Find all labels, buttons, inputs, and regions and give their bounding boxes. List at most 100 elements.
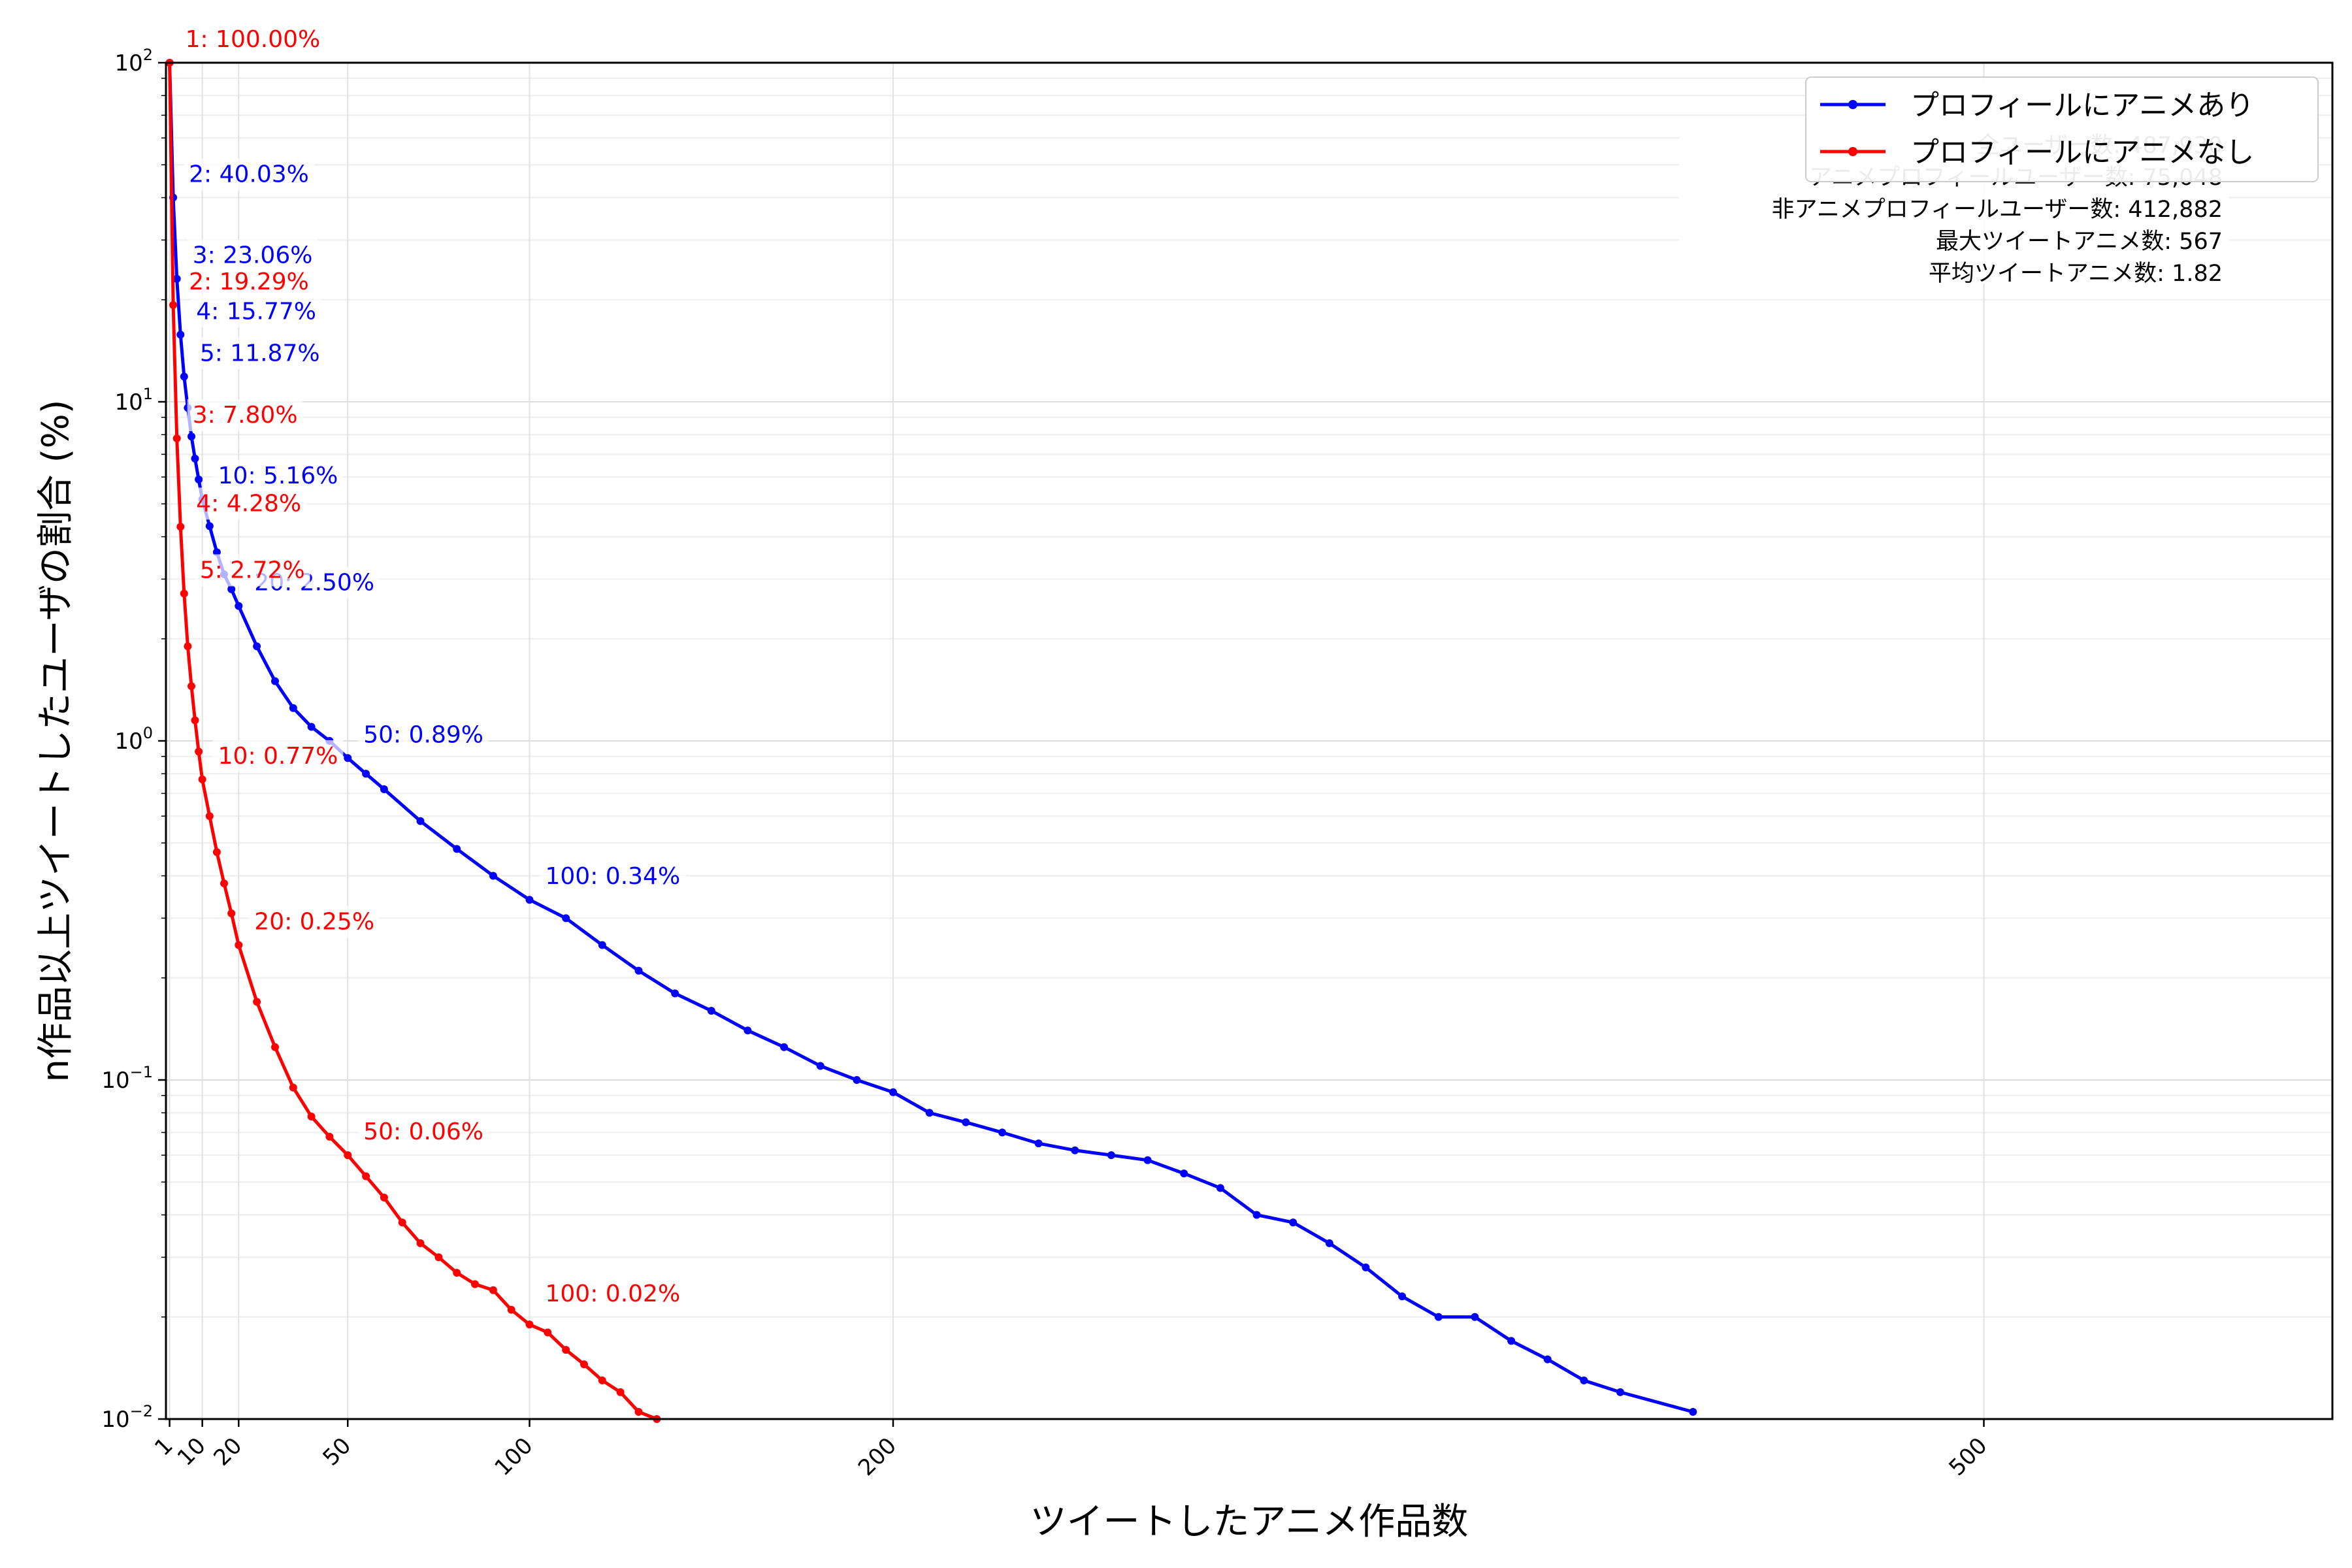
- data-point: [416, 1239, 425, 1247]
- data-point: [453, 845, 461, 853]
- data-point: [271, 677, 279, 685]
- data-point: [1034, 1139, 1043, 1148]
- data-point: [191, 716, 199, 725]
- annotation: 100: 0.02%: [540, 1277, 686, 1310]
- data-point: [289, 704, 297, 712]
- data-point: [253, 998, 261, 1006]
- annotation-bg: [540, 860, 686, 893]
- data-point: [1689, 1408, 1697, 1416]
- data-point: [176, 523, 185, 531]
- annotation: 4: 15.77%: [191, 295, 322, 328]
- data-point: [1180, 1169, 1188, 1178]
- data-point: [198, 775, 206, 783]
- data-point: [925, 1109, 934, 1117]
- data-point: [998, 1128, 1006, 1137]
- data-point: [1398, 1292, 1407, 1301]
- annotation-label: 50: 0.89%: [363, 721, 483, 748]
- stats-line: 非アニメプロフィールユーザー数: 412,882: [1771, 197, 2223, 223]
- data-point: [1471, 1313, 1479, 1321]
- annotation-bg: [180, 24, 326, 56]
- data-point: [205, 522, 214, 531]
- annotation-bg: [358, 719, 489, 751]
- annotation: 50: 0.89%: [358, 719, 489, 751]
- data-point: [205, 812, 214, 821]
- data-point: [1434, 1313, 1443, 1321]
- data-point: [191, 454, 199, 463]
- annotation-bg: [540, 1277, 686, 1310]
- data-point: [598, 1376, 606, 1384]
- data-point: [1143, 1156, 1152, 1164]
- annotation: 1: 100.00%: [180, 24, 326, 56]
- data-point: [180, 372, 188, 381]
- data-point: [195, 747, 203, 756]
- data-point: [398, 1218, 406, 1227]
- annotation-label: 1: 100.00%: [186, 26, 321, 53]
- annotation-label: 2: 40.03%: [189, 161, 309, 188]
- data-point: [344, 754, 352, 762]
- annotation-label: 3: 23.06%: [193, 242, 313, 269]
- annotation: 50: 0.06%: [358, 1116, 489, 1149]
- annotation-label: 5: 11.87%: [200, 340, 320, 367]
- annotation-label: 10: 0.77%: [218, 743, 338, 770]
- data-point: [434, 1253, 443, 1262]
- data-point: [169, 301, 178, 309]
- data-point: [1107, 1151, 1115, 1160]
- data-point: [1216, 1184, 1224, 1192]
- annotation-bg: [212, 460, 344, 493]
- data-point: [184, 642, 192, 651]
- annotation-bg: [184, 265, 314, 298]
- data-point: [562, 914, 570, 923]
- annotation-label: 100: 0.34%: [546, 863, 681, 890]
- y-tick-label: 10−1: [101, 1063, 153, 1094]
- data-point: [195, 475, 203, 483]
- y-tick-label: 102: [114, 46, 153, 76]
- stats-line: 最大ツイートアニメ数: 567: [1936, 229, 2223, 255]
- annotation-label: 100: 0.02%: [546, 1281, 681, 1307]
- annotation-bg: [358, 1116, 489, 1149]
- data-point: [1071, 1146, 1079, 1154]
- annotation: 5: 2.72%: [194, 554, 310, 587]
- data-point: [176, 331, 185, 339]
- annotation-bg: [194, 337, 325, 370]
- data-point: [671, 989, 679, 998]
- data-point: [507, 1305, 515, 1314]
- legend-label: プロフィールにアニメあり: [1910, 89, 2254, 122]
- data-point: [325, 1132, 334, 1141]
- legend-marker: [1848, 100, 1857, 109]
- data-point: [1289, 1218, 1298, 1227]
- annotation-bg: [249, 906, 380, 938]
- data-point: [227, 909, 236, 917]
- stats-line: 平均ツイートアニメ数: 1.82: [1929, 261, 2223, 287]
- data-point: [344, 1151, 352, 1160]
- data-point: [1252, 1211, 1261, 1219]
- annotation-label: 3: 7.80%: [193, 402, 298, 429]
- data-point: [188, 433, 195, 441]
- data-point: [1616, 1388, 1624, 1396]
- data-point: [634, 966, 643, 975]
- annotation-bg: [187, 399, 303, 432]
- data-point: [634, 1408, 643, 1416]
- legend-label: プロフィールにアニメなし: [1910, 136, 2254, 169]
- annotation: 10: 0.77%: [212, 740, 344, 772]
- data-point: [289, 1083, 297, 1092]
- annotation-bg: [191, 295, 322, 328]
- data-point: [416, 817, 425, 825]
- data-point: [489, 1286, 497, 1294]
- series-1: [165, 59, 661, 1423]
- data-point: [362, 770, 370, 778]
- data-point: [853, 1076, 861, 1084]
- data-point: [172, 274, 181, 283]
- data-point: [180, 589, 188, 598]
- data-point: [489, 872, 497, 880]
- annotation: 2: 40.03%: [184, 158, 314, 191]
- data-point: [598, 941, 606, 949]
- y-tick-label: 10−2: [101, 1402, 153, 1433]
- legend-marker: [1848, 147, 1857, 156]
- y-axis: 102 101 100 10−1 10−2: [101, 46, 166, 1433]
- data-point: [227, 585, 236, 593]
- data-point: [307, 723, 316, 731]
- data-point: [172, 434, 181, 442]
- annotation: 2: 19.29%: [184, 265, 314, 298]
